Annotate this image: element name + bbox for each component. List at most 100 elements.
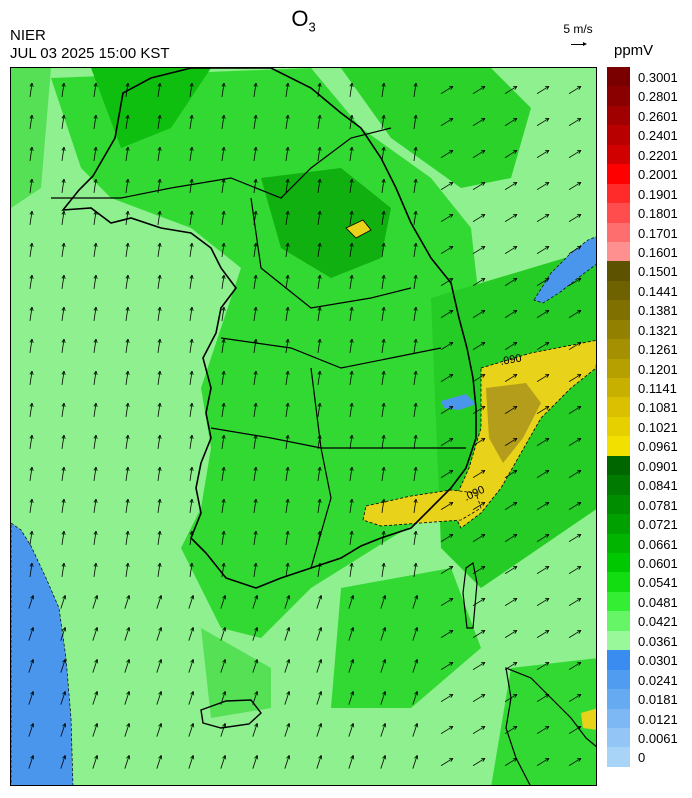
wind-vector-head-icon [253,178,258,184]
wind-vector-arrow-icon [285,211,289,225]
wind-vector-arrow-icon [285,339,289,353]
legend-label: 0.1801 [638,206,678,222]
wind-vector-arrow-icon [157,435,161,449]
wind-vector-head-icon [576,341,582,346]
wind-vector-arrow-icon [472,118,486,126]
wind-vector-arrow-icon [568,150,582,158]
wind-vector-arrow-icon [440,342,454,350]
wind-vector-head-icon [512,245,518,250]
wind-vector-arrow-icon [349,467,353,481]
legend-label: 0.0181 [638,692,678,708]
wind-vector-head-icon [381,370,386,376]
wind-vector-head-icon [254,755,259,760]
legend-row: 0.1901 [607,183,692,204]
wind-vector-arrow-icon [349,563,353,577]
wind-vector-arrow-icon [156,723,162,737]
wind-vector-head-icon [285,178,290,184]
wind-vector-arrow-icon [124,595,130,609]
wind-vector-arrow-icon [220,595,226,609]
wind-vector-head-icon [576,565,582,570]
wind-vector-head-icon [61,274,66,280]
wind-vector-arrow-icon [28,595,34,609]
wind-vector-head-icon [253,274,258,280]
wind-vector-arrow-icon [536,246,550,254]
wind-vector-head-icon [349,82,354,88]
wind-vector-head-icon [222,691,227,696]
wind-vector-arrow-icon [317,275,321,289]
wind-vector-head-icon [157,242,162,248]
wind-vector-head-icon [381,402,386,408]
wind-vector-arrow-icon [125,499,129,513]
wind-vector-head-icon [125,434,130,440]
wind-vector-arrow-icon [381,179,385,193]
wind-vector-head-icon [544,661,550,666]
wind-vector-arrow-icon [472,630,486,638]
wind-vector-arrow-icon [381,371,385,385]
wind-vector-arrow-icon [316,755,322,769]
wind-vector-arrow-icon [413,307,417,321]
legend-label: 0.0421 [638,614,678,630]
wind-vector-arrow-icon [29,339,33,353]
wind-vector-arrow-icon [504,694,518,702]
wind-vector-arrow-icon [29,371,33,385]
wind-vector-head-icon [30,691,35,696]
wind-vector-head-icon [93,306,98,312]
wind-vector-arrow-icon [284,723,290,737]
wind-vector-arrow-icon [220,691,226,705]
legend-row: 0.0421 [607,611,692,631]
wind-vector-head-icon [285,466,290,472]
wind-vector-arrow-icon [61,83,65,97]
wind-vector-arrow-icon [284,595,290,609]
wind-vector-head-icon [189,242,194,248]
wind-vector-head-icon [317,114,322,120]
wind-vector-head-icon [576,213,582,218]
wind-vector-head-icon [29,114,34,120]
wind-vector-arrow-icon [440,406,454,414]
wind-vector-head-icon [253,370,258,376]
wind-vector-arrow-icon [92,595,98,609]
wind-vector-arrow-icon [349,115,353,129]
wind-vector-arrow-icon [316,595,322,609]
legend-swatch [607,144,630,165]
wind-vector-head-icon [125,402,130,408]
wind-vector-head-icon [157,178,162,184]
jeju-island [200,699,262,729]
wind-vector-arrow-icon [349,307,353,321]
legend-label: 0.0361 [638,633,678,649]
legend-swatch [607,300,630,320]
wind-vector-arrow-icon [93,371,97,385]
wind-vector-arrow-icon [536,374,550,382]
wind-vector-arrow-icon [220,755,226,769]
wind-vector-head-icon [349,562,354,568]
wind-vector-arrow-icon [156,691,162,705]
wind-vector-head-icon [253,530,258,536]
legend-label: 0.2601 [638,108,678,124]
wind-vector-head-icon [189,402,194,408]
legend-row: 0.0241 [607,669,692,690]
wind-vector-arrow-icon [381,563,385,577]
wind-vector-head-icon [512,405,518,410]
wind-vector-head-icon [221,370,226,376]
wind-vector-head-icon [125,562,130,568]
legend-row: 0.0481 [607,591,692,612]
wind-vector-head-icon [576,501,582,506]
wind-vector-arrow-icon [413,371,417,385]
wind-vector-head-icon [350,659,355,664]
wind-vector-head-icon [381,210,386,216]
wind-vector-arrow-icon [440,502,454,510]
legend-label: 0.0121 [638,711,678,727]
legend-label: 0.0601 [638,556,678,571]
wind-vector-arrow-icon [536,278,550,286]
legend-row: 0.0661 [607,533,692,553]
wind-vector-arrow-icon [125,179,129,193]
wind-vector-arrow-icon [61,179,65,193]
wind-vector-arrow-icon [61,563,65,577]
wind-vector-head-icon [512,501,518,506]
wind-vector-head-icon [512,757,518,762]
wind-vector-head-icon [286,691,291,696]
wind-vector-arrow-icon [253,403,257,417]
wind-vector-head-icon [125,370,130,376]
wind-vector-head-icon [544,277,550,282]
green-field-northeast [341,68,531,188]
wind-vector-arrow-icon [504,726,518,734]
